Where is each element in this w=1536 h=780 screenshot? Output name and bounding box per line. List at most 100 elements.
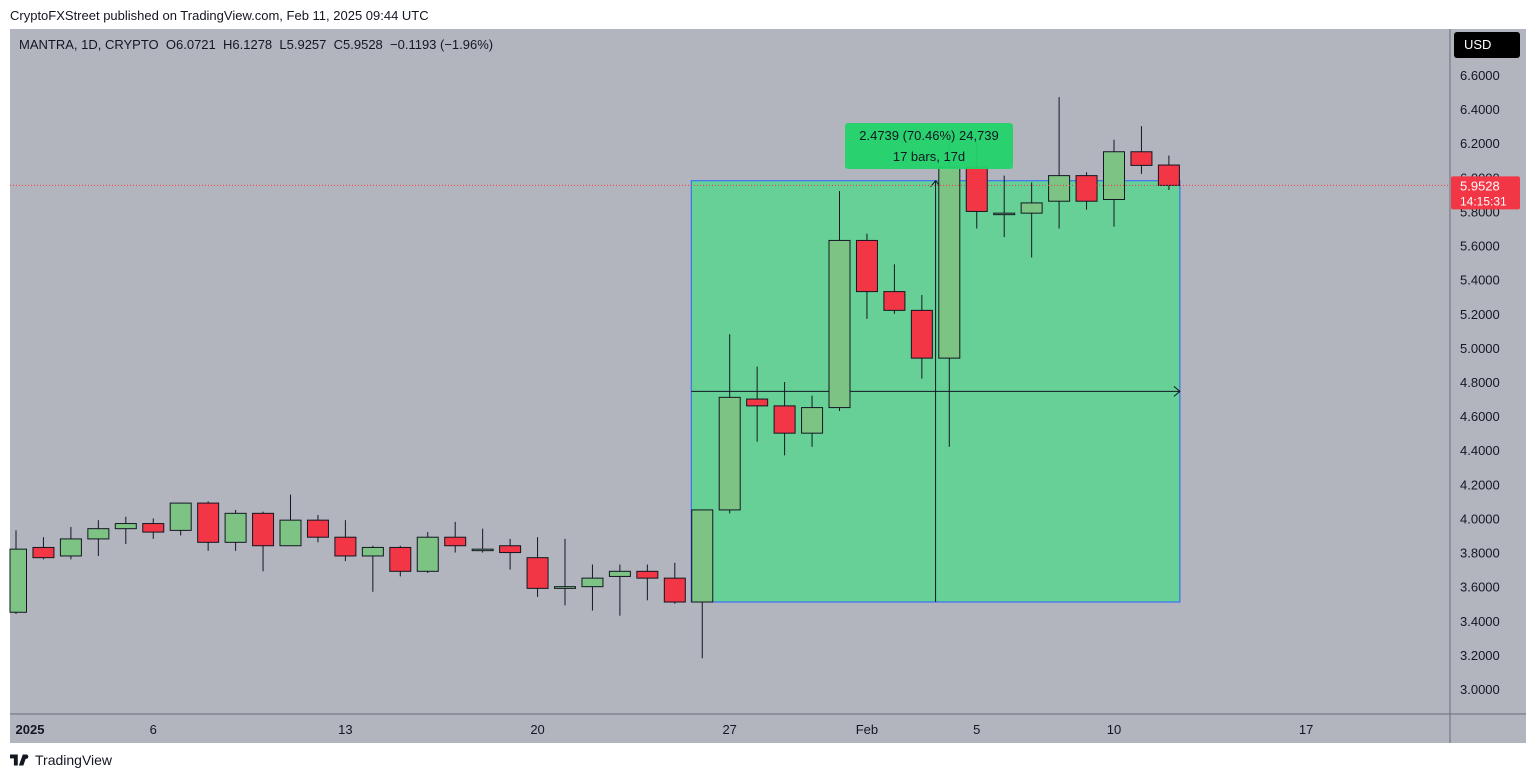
y-tick-label: 5.2000 <box>1460 307 1500 322</box>
candle-body <box>718 396 741 511</box>
legend-open: O6.0721 <box>165 37 216 52</box>
candle <box>59 526 82 560</box>
candle <box>828 190 851 411</box>
y-tick-label: 6.2000 <box>1460 136 1500 151</box>
x-tick-label: Feb <box>856 722 878 737</box>
measure-tool-layer <box>690 179 1181 603</box>
candle <box>636 564 659 601</box>
candle-body <box>471 548 494 552</box>
candle <box>773 382 796 456</box>
x-tick-label: 2025 <box>16 722 45 737</box>
candle-body <box>32 546 55 559</box>
candle <box>32 537 55 560</box>
candle-body <box>801 407 824 434</box>
candles-layer <box>9 97 1180 659</box>
symbol-legend: MANTRA, 1D, CRYPTO O6.0721 H6.1278 L5.92… <box>19 37 493 52</box>
overlay-layer: 2.4739 (70.46%) 24,739 17 bars, 17d <box>10 123 1450 186</box>
tradingview-brand: TradingView <box>35 752 113 768</box>
candle-body <box>87 528 110 540</box>
candle <box>663 562 686 604</box>
y-tick-label: 4.4000 <box>1460 443 1500 458</box>
candle <box>279 494 302 547</box>
y-tick-label: 3.4000 <box>1460 614 1500 629</box>
candle-body <box>636 570 659 579</box>
candle-body <box>361 546 384 557</box>
candle <box>1103 139 1125 227</box>
legend-change: −0.1193 (−1.96%) <box>390 37 494 52</box>
x-tick-label: 10 <box>1107 722 1121 737</box>
x-tick-label: 13 <box>338 722 352 737</box>
y-tick-label: 4.8000 <box>1460 375 1500 390</box>
candle <box>142 518 165 539</box>
legend-high: H6.1278 <box>223 37 273 52</box>
candle <box>993 175 1016 238</box>
candle <box>416 532 439 574</box>
candle-body <box>855 239 878 293</box>
candle <box>801 395 824 447</box>
publisher-caption: CryptoFXStreet published on TradingView.… <box>10 8 429 23</box>
legend-close: C5.9528 <box>333 37 383 52</box>
candle-body <box>883 291 906 311</box>
y-tick-label: 4.0000 <box>1460 511 1500 526</box>
candle-body <box>1103 151 1125 201</box>
candle-body <box>416 536 439 572</box>
candle-body <box>691 509 714 603</box>
candle-body <box>499 545 522 554</box>
x-tick-label: 6 <box>150 722 157 737</box>
candle-body <box>389 546 412 572</box>
y-tick-label: 5.6000 <box>1460 239 1500 254</box>
currency-button[interactable]: USD <box>1454 32 1520 58</box>
candle-body <box>59 538 82 557</box>
price-tag <box>1451 176 1520 210</box>
candle <box>114 516 137 545</box>
x-tick-label: 20 <box>530 722 544 737</box>
measure-label-change: 2.4739 (70.46%) 24,739 <box>859 128 999 143</box>
candle <box>855 233 878 319</box>
y-tick-label: 5.4000 <box>1460 273 1500 288</box>
y-tick-label: 4.2000 <box>1460 477 1500 492</box>
candle <box>334 520 357 562</box>
y-tick-label: 3.6000 <box>1460 580 1500 595</box>
candle <box>938 131 961 447</box>
y-tick-label: 3.2000 <box>1460 648 1500 663</box>
candle-body <box>224 512 247 543</box>
candle-body <box>197 502 220 543</box>
candle <box>471 528 494 553</box>
candle <box>9 530 27 614</box>
candle <box>224 509 247 551</box>
candle-body <box>993 212 1016 216</box>
tradingview-logo[interactable]: TradingView <box>10 752 112 768</box>
candle-body <box>746 398 769 407</box>
candle <box>1075 172 1098 210</box>
candle-body <box>773 405 796 434</box>
candle <box>197 501 220 551</box>
candle-body <box>9 548 27 613</box>
candle <box>1157 155 1180 191</box>
candle-body <box>1075 175 1098 202</box>
candle-body <box>306 519 329 538</box>
symbol-name: MANTRA, 1D, CRYPTO <box>19 37 159 52</box>
y-tick-label: 4.6000 <box>1460 409 1500 424</box>
candle <box>87 520 110 556</box>
candle-body <box>554 586 576 589</box>
candle <box>608 564 631 616</box>
y-tick-label: 3.8000 <box>1460 546 1500 561</box>
candle <box>389 545 412 577</box>
candle-body <box>608 570 631 577</box>
candle-body <box>444 536 467 547</box>
candle <box>1020 182 1043 258</box>
candle <box>361 545 384 592</box>
x-tick-label: 27 <box>722 722 736 737</box>
price-tag-value: 5.9528 <box>1460 178 1500 193</box>
candle-body <box>142 523 165 533</box>
candle-body <box>1130 151 1153 166</box>
y-tick-label: 3.0000 <box>1460 682 1500 697</box>
candle <box>252 511 275 572</box>
candle-body <box>581 577 604 588</box>
candle-body <box>1157 164 1180 186</box>
candle <box>718 334 741 514</box>
tradingview-icon <box>10 754 29 766</box>
measure-label-bars: 17 bars, 17d <box>893 149 965 164</box>
measure-arrowhead-right <box>1173 385 1181 397</box>
